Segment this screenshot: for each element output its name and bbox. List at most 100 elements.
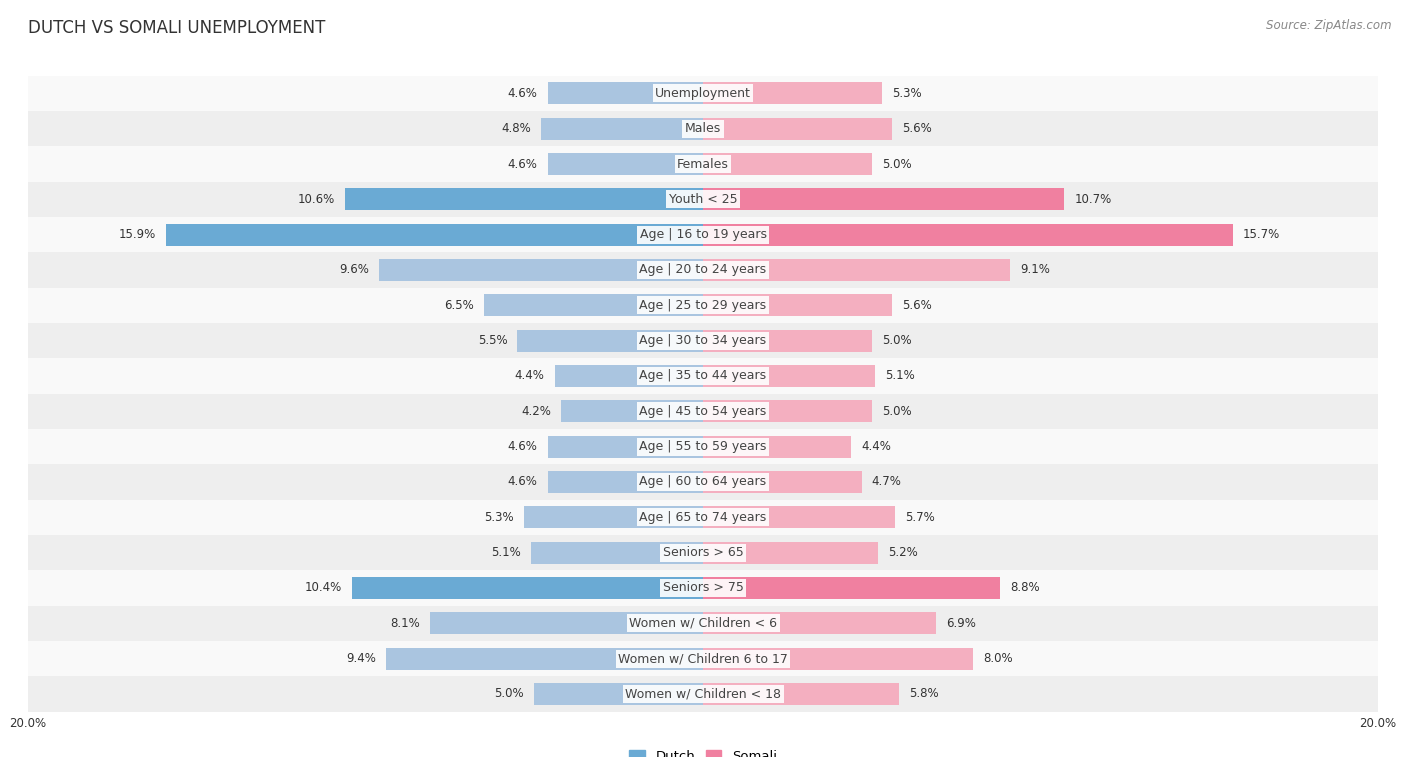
Text: 10.7%: 10.7% bbox=[1074, 193, 1111, 206]
Bar bbox=[28, 429, 1378, 464]
Bar bbox=[561, 400, 703, 422]
Text: Women w/ Children < 18: Women w/ Children < 18 bbox=[626, 687, 780, 700]
Bar bbox=[28, 464, 1378, 500]
Bar bbox=[548, 83, 703, 104]
Text: 5.2%: 5.2% bbox=[889, 546, 918, 559]
Text: 5.0%: 5.0% bbox=[882, 157, 911, 170]
Bar bbox=[28, 676, 1378, 712]
Text: 10.4%: 10.4% bbox=[305, 581, 342, 594]
Bar bbox=[28, 111, 1378, 146]
Text: 4.4%: 4.4% bbox=[862, 440, 891, 453]
Text: Age | 16 to 19 years: Age | 16 to 19 years bbox=[640, 228, 766, 241]
Bar bbox=[28, 288, 1378, 323]
Text: 10.6%: 10.6% bbox=[298, 193, 335, 206]
Bar bbox=[703, 330, 872, 351]
Bar bbox=[484, 294, 703, 316]
Bar bbox=[703, 188, 1064, 210]
Text: 5.7%: 5.7% bbox=[905, 511, 935, 524]
Text: DUTCH VS SOMALI UNEMPLOYMENT: DUTCH VS SOMALI UNEMPLOYMENT bbox=[28, 19, 326, 37]
Bar bbox=[28, 252, 1378, 288]
Text: 5.0%: 5.0% bbox=[882, 334, 911, 347]
Bar bbox=[166, 224, 703, 245]
Bar bbox=[548, 153, 703, 175]
Text: Age | 60 to 64 years: Age | 60 to 64 years bbox=[640, 475, 766, 488]
Legend: Dutch, Somali: Dutch, Somali bbox=[624, 745, 782, 757]
Text: 5.0%: 5.0% bbox=[495, 687, 524, 700]
Bar bbox=[703, 224, 1233, 245]
Bar bbox=[28, 394, 1378, 429]
Text: Youth < 25: Youth < 25 bbox=[669, 193, 737, 206]
Bar bbox=[385, 648, 703, 669]
Text: 9.1%: 9.1% bbox=[1021, 263, 1050, 276]
Text: 8.0%: 8.0% bbox=[983, 652, 1012, 665]
Bar bbox=[28, 76, 1378, 111]
Bar bbox=[703, 436, 852, 457]
Bar bbox=[534, 683, 703, 705]
Bar bbox=[28, 217, 1378, 252]
Bar bbox=[703, 612, 936, 634]
Text: 4.6%: 4.6% bbox=[508, 87, 537, 100]
Text: 15.7%: 15.7% bbox=[1243, 228, 1279, 241]
Bar bbox=[703, 83, 882, 104]
Text: 6.9%: 6.9% bbox=[946, 617, 976, 630]
Text: 8.8%: 8.8% bbox=[1010, 581, 1039, 594]
Bar bbox=[28, 535, 1378, 570]
Bar bbox=[28, 146, 1378, 182]
Bar bbox=[703, 118, 891, 139]
Text: Males: Males bbox=[685, 122, 721, 136]
Bar bbox=[703, 577, 1000, 599]
Bar bbox=[28, 323, 1378, 358]
Text: 4.6%: 4.6% bbox=[508, 157, 537, 170]
Bar bbox=[346, 188, 703, 210]
Text: 15.9%: 15.9% bbox=[120, 228, 156, 241]
Bar bbox=[703, 259, 1010, 281]
Text: 8.1%: 8.1% bbox=[389, 617, 419, 630]
Text: 5.6%: 5.6% bbox=[903, 299, 932, 312]
Text: Age | 20 to 24 years: Age | 20 to 24 years bbox=[640, 263, 766, 276]
Text: Seniors > 65: Seniors > 65 bbox=[662, 546, 744, 559]
Text: 9.6%: 9.6% bbox=[339, 263, 368, 276]
Bar bbox=[548, 436, 703, 457]
Bar bbox=[28, 500, 1378, 535]
Text: Age | 65 to 74 years: Age | 65 to 74 years bbox=[640, 511, 766, 524]
Text: 5.3%: 5.3% bbox=[485, 511, 515, 524]
Text: Age | 55 to 59 years: Age | 55 to 59 years bbox=[640, 440, 766, 453]
Text: 4.4%: 4.4% bbox=[515, 369, 544, 382]
Bar bbox=[548, 471, 703, 493]
Bar bbox=[703, 506, 896, 528]
Text: Unemployment: Unemployment bbox=[655, 87, 751, 100]
Text: 4.6%: 4.6% bbox=[508, 475, 537, 488]
Bar bbox=[28, 570, 1378, 606]
Text: 5.0%: 5.0% bbox=[882, 405, 911, 418]
Bar bbox=[352, 577, 703, 599]
Bar bbox=[541, 118, 703, 139]
Bar bbox=[703, 400, 872, 422]
Text: Women w/ Children < 6: Women w/ Children < 6 bbox=[628, 617, 778, 630]
Text: 5.6%: 5.6% bbox=[903, 122, 932, 136]
Bar bbox=[703, 648, 973, 669]
Bar bbox=[554, 365, 703, 387]
Text: 4.6%: 4.6% bbox=[508, 440, 537, 453]
Bar bbox=[430, 612, 703, 634]
Text: Seniors > 75: Seniors > 75 bbox=[662, 581, 744, 594]
Bar bbox=[380, 259, 703, 281]
Bar bbox=[703, 542, 879, 563]
Text: 4.7%: 4.7% bbox=[872, 475, 901, 488]
Text: 4.2%: 4.2% bbox=[522, 405, 551, 418]
Text: 5.1%: 5.1% bbox=[491, 546, 520, 559]
Text: 4.8%: 4.8% bbox=[501, 122, 531, 136]
Text: 6.5%: 6.5% bbox=[444, 299, 474, 312]
Bar bbox=[703, 153, 872, 175]
Text: 9.4%: 9.4% bbox=[346, 652, 375, 665]
Text: 5.3%: 5.3% bbox=[891, 87, 921, 100]
Text: Age | 30 to 34 years: Age | 30 to 34 years bbox=[640, 334, 766, 347]
Text: 5.1%: 5.1% bbox=[886, 369, 915, 382]
Bar bbox=[703, 294, 891, 316]
Text: Age | 35 to 44 years: Age | 35 to 44 years bbox=[640, 369, 766, 382]
Text: Females: Females bbox=[678, 157, 728, 170]
Bar bbox=[703, 365, 875, 387]
Bar bbox=[28, 182, 1378, 217]
Bar bbox=[28, 606, 1378, 641]
Text: Age | 25 to 29 years: Age | 25 to 29 years bbox=[640, 299, 766, 312]
Bar bbox=[517, 330, 703, 351]
